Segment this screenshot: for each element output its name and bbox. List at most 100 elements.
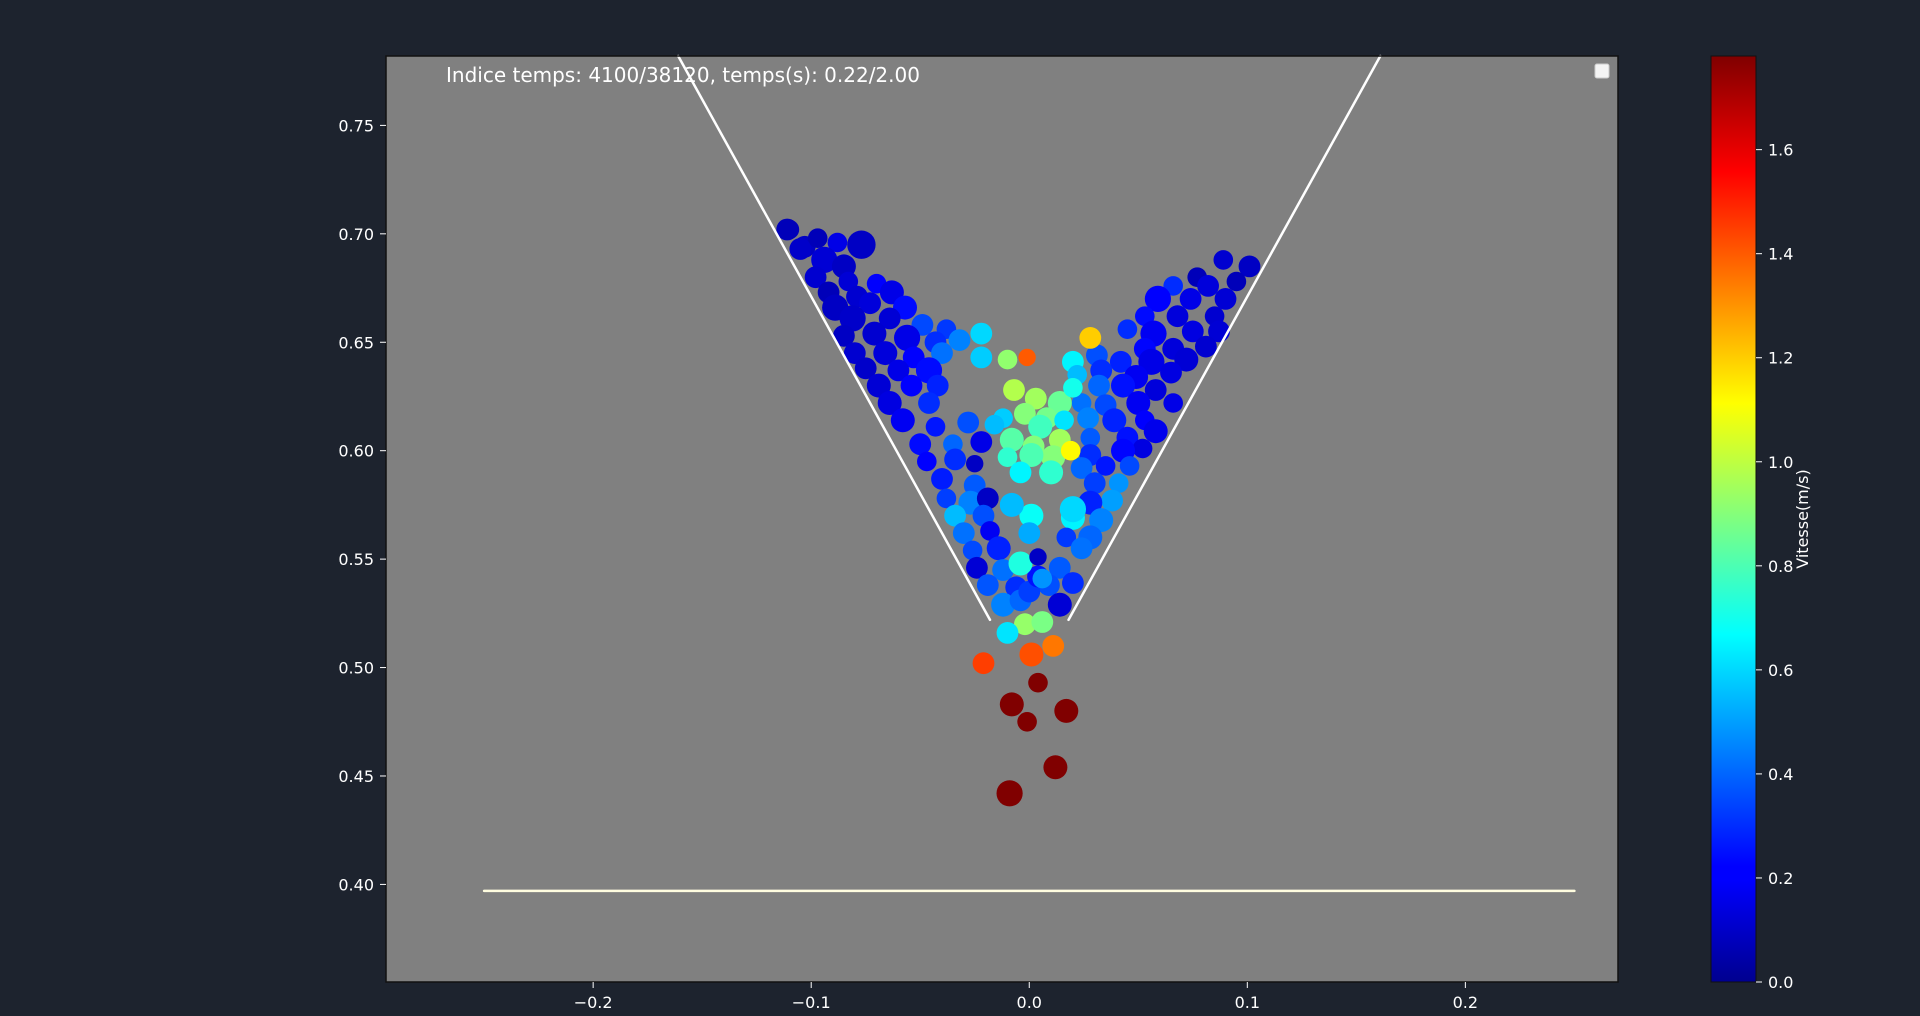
hopper-left-wall <box>676 54 992 622</box>
particle <box>1028 672 1048 693</box>
particle <box>859 292 881 315</box>
particle <box>1101 489 1123 512</box>
particle <box>1163 276 1183 296</box>
colorbar-ticks: 0.0 0.2 0.4 0.6 0.8 1.0 1.2 1.4 1.6 <box>1756 141 1793 992</box>
particle <box>839 305 866 332</box>
particle <box>1226 271 1247 292</box>
particle <box>1144 285 1171 312</box>
particle <box>1019 642 1044 667</box>
particle <box>1019 503 1044 528</box>
particle <box>1238 255 1261 278</box>
particle <box>804 266 827 289</box>
colorbar-gradient <box>1710 55 1757 983</box>
particle <box>926 374 949 397</box>
particle <box>862 321 887 346</box>
particle <box>972 652 995 675</box>
colorbar-tick-label: 0.0 <box>1768 973 1793 992</box>
particle <box>966 556 988 579</box>
particle <box>1029 548 1047 566</box>
hopper-right-wall <box>1067 54 1382 622</box>
hopper-walls <box>482 54 1576 893</box>
particle <box>1048 556 1071 579</box>
particle <box>1031 611 1054 633</box>
particle <box>917 451 937 472</box>
x-tick-label: 0.2 <box>1453 993 1478 1012</box>
colorbar-tick-label: 1.4 <box>1768 245 1793 264</box>
particle <box>999 692 1024 717</box>
particle <box>1079 327 1102 349</box>
axes-frame <box>385 55 1619 983</box>
particle <box>996 622 1019 644</box>
y-tick-label: 0.60 <box>338 442 374 461</box>
particle <box>838 271 859 292</box>
particle <box>1144 379 1167 401</box>
colorbar-tick-label: 1.6 <box>1768 141 1793 160</box>
particle <box>980 521 1000 541</box>
particle <box>1102 408 1127 433</box>
y-tick-label: 0.75 <box>338 116 374 135</box>
particle <box>931 468 953 490</box>
particle <box>1095 456 1116 476</box>
particle <box>1109 350 1132 373</box>
particle <box>1014 402 1036 425</box>
particle <box>996 780 1023 807</box>
particle <box>890 408 915 433</box>
particle <box>970 346 993 369</box>
particle <box>1214 288 1237 310</box>
particle <box>833 324 855 347</box>
particle <box>1047 391 1072 415</box>
particle <box>948 329 971 351</box>
colorbar-tick-label: 0.8 <box>1768 557 1793 576</box>
plot-area <box>386 56 1618 982</box>
particle <box>970 431 993 453</box>
particle <box>873 341 898 366</box>
y-tick-label: 0.55 <box>338 550 374 569</box>
particle <box>1018 522 1041 544</box>
particle <box>1143 419 1168 444</box>
particle <box>811 246 838 273</box>
particle <box>1017 712 1037 732</box>
particle <box>1070 537 1093 560</box>
particle <box>1060 440 1081 461</box>
particle <box>827 232 848 253</box>
colorbar-label: Vitesse(m/s) <box>1793 469 1812 568</box>
particle <box>1008 551 1033 576</box>
particle <box>999 492 1024 517</box>
particle <box>1056 527 1077 548</box>
x-tick-label: −0.1 <box>792 993 831 1012</box>
y-tick-label: 0.70 <box>338 225 374 244</box>
particle <box>999 427 1024 452</box>
particle <box>1132 438 1153 459</box>
x-tick-label: 0.1 <box>1235 993 1260 1012</box>
particle <box>944 504 966 527</box>
particle <box>966 455 984 473</box>
x-tick-label: −0.2 <box>574 993 613 1012</box>
y-tick-label: 0.50 <box>338 659 374 678</box>
particle <box>866 373 891 398</box>
particle <box>789 238 812 260</box>
particle <box>1059 496 1086 523</box>
x-tick-label: 0.0 <box>1017 993 1042 1012</box>
particle <box>1119 456 1140 476</box>
colorbar: 0.0 0.2 0.4 0.6 0.8 1.0 1.2 1.4 1.6 Vitesse(m/s) <box>1710 55 1812 992</box>
particle <box>1126 391 1151 415</box>
particle <box>1024 387 1047 410</box>
colorbar-tick-label: 0.2 <box>1768 869 1793 888</box>
particle <box>894 324 921 351</box>
particle <box>944 448 966 471</box>
particle <box>984 414 1005 435</box>
particle <box>957 411 980 434</box>
particle <box>854 357 877 380</box>
particle <box>1088 374 1110 397</box>
particle <box>1014 613 1036 636</box>
legend-box[interactable] <box>1594 63 1610 79</box>
particle <box>1117 319 1138 340</box>
particle <box>925 417 946 437</box>
y-tick-label: 0.40 <box>338 875 374 894</box>
particle <box>1089 508 1114 533</box>
particle <box>847 230 876 259</box>
particle <box>878 307 901 330</box>
particle <box>970 322 993 345</box>
particle <box>1160 361 1182 384</box>
particle <box>1174 347 1199 372</box>
